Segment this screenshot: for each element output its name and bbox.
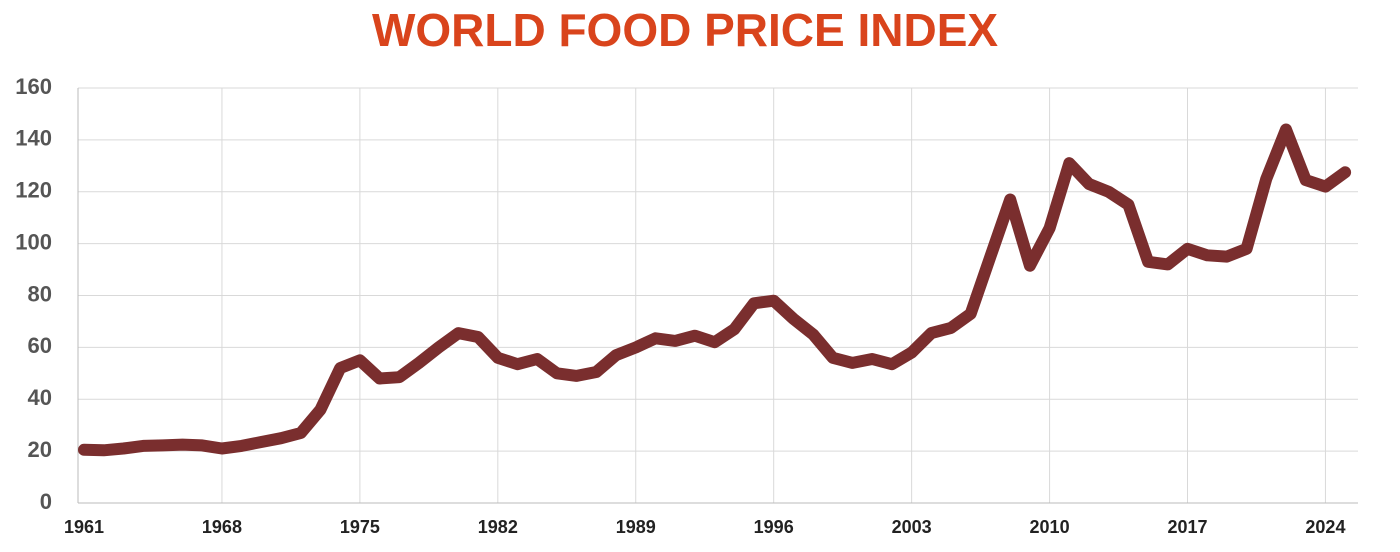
- x-tick-label: 1989: [616, 517, 656, 537]
- y-tick-label: 0: [40, 489, 52, 514]
- y-tick-label: 160: [15, 74, 52, 99]
- y-tick-label: 120: [15, 178, 52, 203]
- x-tick-label: 2003: [892, 517, 932, 537]
- chart-title: WORLD FOOD PRICE INDEX: [372, 4, 998, 56]
- y-tick-label: 80: [28, 281, 52, 306]
- x-tick-label: 2024: [1305, 517, 1345, 537]
- y-tick-label: 60: [28, 333, 52, 358]
- y-tick-label: 20: [28, 437, 52, 462]
- x-tick-label: 2010: [1030, 517, 1070, 537]
- x-tick-label: 2017: [1167, 517, 1207, 537]
- x-tick-label: 1975: [340, 517, 380, 537]
- y-tick-label: 40: [28, 385, 52, 410]
- x-tick-label: 1996: [754, 517, 794, 537]
- x-tick-label: 1961: [64, 517, 104, 537]
- y-tick-label: 100: [15, 229, 52, 254]
- y-tick-label: 140: [15, 126, 52, 151]
- x-tick-label: 1968: [202, 517, 242, 537]
- x-tick-label: 1982: [478, 517, 518, 537]
- data-line: [78, 123, 1352, 457]
